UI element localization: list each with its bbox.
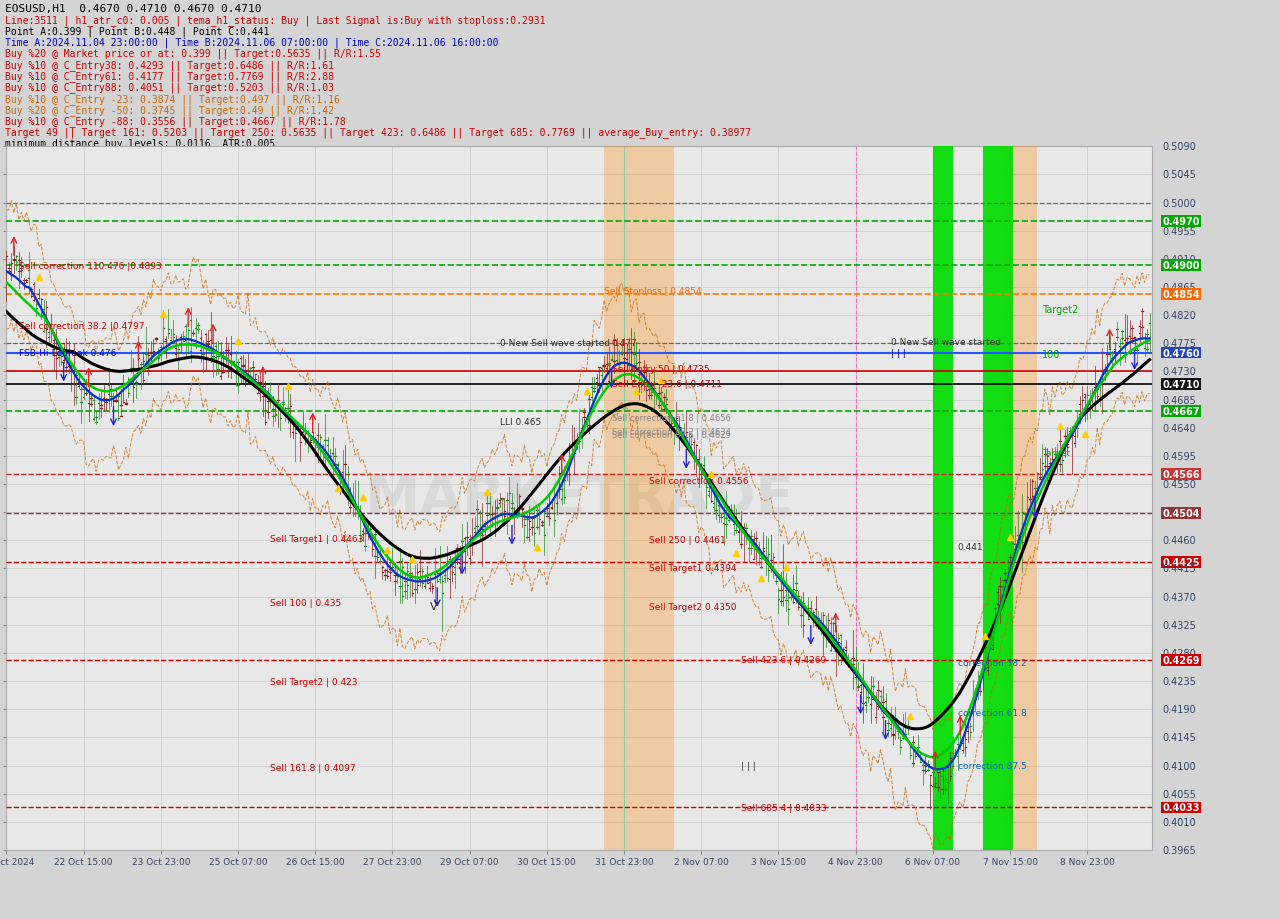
Text: 0.441: 0.441 — [957, 542, 983, 551]
Text: 0.5045: 0.5045 — [1162, 170, 1196, 180]
Text: 0.4865: 0.4865 — [1162, 283, 1196, 292]
Text: 0.4595: 0.4595 — [1162, 451, 1196, 461]
Text: 0 New Sell wave started: 0 New Sell wave started — [499, 339, 609, 347]
Text: Target: Target — [1042, 448, 1070, 458]
Text: 0.4775: 0.4775 — [1162, 339, 1197, 349]
Text: FSB-Hi-Lobreak 0.476: FSB-Hi-Lobreak 0.476 — [19, 349, 116, 357]
Text: 0.4710: 0.4710 — [1162, 380, 1199, 390]
Text: MARKETRADE: MARKETRADE — [365, 471, 794, 526]
Text: Buy %10 @ C_Entry61: 0.4177 || Target:0.7769 || R/R:2.88: Buy %10 @ C_Entry61: 0.4177 || Target:0.… — [5, 72, 334, 82]
Text: Sell Stoploss | 0.4854: Sell Stoploss | 0.4854 — [604, 287, 701, 295]
Text: 0.4955: 0.4955 — [1162, 226, 1196, 236]
Text: Buy %20 @ C_Entry -50: 0.3745 || Target:0.49 || R/R:1.42: Buy %20 @ C_Entry -50: 0.3745 || Target:… — [5, 105, 334, 116]
Text: Sell correction 38.2 |0.4797: Sell correction 38.2 |0.4797 — [19, 322, 145, 331]
Text: Line:3511 | h1_atr_c0: 0.005 | tema_h1_status: Buy | Last Signal is:Buy with sto: Line:3511 | h1_atr_c0: 0.005 | tema_h1_s… — [5, 16, 545, 27]
Text: 0.4325: 0.4325 — [1162, 620, 1196, 630]
Text: Sell correction 87.5 | 0.4629: Sell correction 87.5 | 0.4629 — [612, 431, 731, 439]
Text: Sell correction 0.4556: Sell correction 0.4556 — [649, 476, 749, 485]
Text: 100: 100 — [1042, 349, 1061, 359]
Text: Sell 100 | 0.435: Sell 100 | 0.435 — [270, 599, 342, 607]
Text: Sell correction 38.2 | 0.4634: Sell correction 38.2 | 0.4634 — [612, 427, 731, 437]
Text: 0.4460: 0.4460 — [1162, 536, 1196, 546]
Text: 0.4820: 0.4820 — [1162, 311, 1196, 321]
Text: Buy %10 @ C_Entry88: 0.4051 || Target:0.5203 || R/R:1.03: Buy %10 @ C_Entry88: 0.4051 || Target:0.… — [5, 83, 334, 93]
Text: 0.4033: 0.4033 — [1162, 802, 1199, 812]
Text: 0.4640: 0.4640 — [1162, 424, 1196, 433]
Text: 0.4269: 0.4269 — [1162, 655, 1199, 665]
Text: Sell Target1 0.4394: Sell Target1 0.4394 — [649, 563, 736, 573]
Text: 0.4055: 0.4055 — [1162, 789, 1196, 799]
Text: 0.4550: 0.4550 — [1162, 480, 1196, 490]
Text: 0.4854: 0.4854 — [1162, 289, 1199, 300]
Text: Sell 423.6 | 0.4269: Sell 423.6 | 0.4269 — [741, 655, 827, 664]
Text: 0.5000: 0.5000 — [1162, 199, 1196, 209]
Text: Target 49 || Target 161: 0.5203 || Target 250: 0.5635 || Target 423: 0.6486 || T: Target 49 || Target 161: 0.5203 || Targe… — [5, 127, 751, 138]
Text: V: V — [430, 601, 438, 611]
Text: 0.4910: 0.4910 — [1162, 255, 1196, 265]
Text: 0.4504: 0.4504 — [1162, 508, 1199, 518]
Text: | | |: | | | — [741, 761, 755, 770]
Bar — [604, 147, 673, 850]
Text: Sell 250 | 0.4461: Sell 250 | 0.4461 — [649, 536, 726, 545]
Text: Point A:0.399 | Point B:0.448 | Point C:0.441: Point A:0.399 | Point B:0.448 | Point C:… — [5, 27, 270, 37]
Text: Sell Target2 | 0.423: Sell Target2 | 0.423 — [270, 677, 358, 686]
Text: 0.4970: 0.4970 — [1162, 217, 1199, 227]
Text: correction 61.8: correction 61.8 — [957, 709, 1027, 717]
Bar — [1002, 147, 1038, 850]
Text: 0.5090: 0.5090 — [1162, 142, 1196, 152]
Text: Buy %10 @ C_Entry38: 0.4293 || Target:0.6486 || R/R:1.61: Buy %10 @ C_Entry38: 0.4293 || Target:0.… — [5, 60, 334, 71]
Text: 0.4415: 0.4415 — [1162, 564, 1196, 573]
Text: 0.4425: 0.4425 — [1162, 558, 1199, 568]
Text: 0.3965: 0.3965 — [1162, 845, 1196, 855]
Text: 0.4760: 0.4760 — [1162, 348, 1199, 358]
Text: 0.4235: 0.4235 — [1162, 676, 1196, 686]
Text: minimum_distance_buy_levels: 0.0116  ATR:0.005: minimum_distance_buy_levels: 0.0116 ATR:… — [5, 138, 275, 149]
Text: | | |: | | | — [891, 349, 905, 357]
Text: 0 New Sell wave started: 0 New Sell wave started — [891, 337, 1001, 346]
Text: 0.4730: 0.4730 — [1162, 367, 1196, 377]
Text: Sell correction 61.8 | 0.4656: Sell correction 61.8 | 0.4656 — [612, 414, 731, 423]
Text: Target2: Target2 — [1042, 304, 1079, 314]
Text: correction 87.5: correction 87.5 — [957, 761, 1027, 770]
Text: Sell Target2 0.4350: Sell Target2 0.4350 — [649, 602, 736, 611]
Text: EOSUSD,H1  0.4670 0.4710 0.4670 0.4710: EOSUSD,H1 0.4670 0.4710 0.4670 0.4710 — [5, 5, 261, 15]
Text: 0.4667: 0.4667 — [1162, 406, 1199, 416]
Text: 0.477: 0.477 — [612, 338, 637, 347]
Text: correction 38.2: correction 38.2 — [957, 658, 1027, 667]
Text: Sell Entry:50 | 0.4735: Sell Entry:50 | 0.4735 — [612, 365, 709, 373]
Text: Sell 685.4 | 0.4033: Sell 685.4 | 0.4033 — [741, 803, 827, 812]
Text: 0.4280: 0.4280 — [1162, 648, 1196, 658]
Text: 0.4190: 0.4190 — [1162, 705, 1196, 714]
Bar — [933, 147, 952, 850]
Text: 0.4566: 0.4566 — [1162, 470, 1199, 480]
Text: 0.4370: 0.4370 — [1162, 592, 1196, 602]
Text: LLI 0.465: LLI 0.465 — [499, 417, 540, 426]
Text: Sell correction 110.476 |0.4893: Sell correction 110.476 |0.4893 — [19, 261, 161, 270]
Text: Sell Entry -23.6 | 0.4711: Sell Entry -23.6 | 0.4711 — [612, 380, 722, 389]
Text: Time A:2024.11.04 23:00:00 | Time B:2024.11.06 07:00:00 | Time C:2024.11.06 16:0: Time A:2024.11.04 23:00:00 | Time B:2024… — [5, 38, 499, 48]
Bar — [983, 147, 1012, 850]
Text: Sell 161.8 | 0.4097: Sell 161.8 | 0.4097 — [270, 763, 356, 772]
Text: 0.4685: 0.4685 — [1162, 395, 1196, 405]
Text: Buy %20 @ Market price or at: 0.399 || Target:0.5635 || R/R:1.55: Buy %20 @ Market price or at: 0.399 || T… — [5, 49, 381, 60]
Text: 0.4100: 0.4100 — [1162, 761, 1196, 771]
Text: 0.4145: 0.4145 — [1162, 732, 1196, 743]
Text: Buy %10 @ C_Entry -88: 0.3556 || Target:0.4667 || R/R:1.78: Buy %10 @ C_Entry -88: 0.3556 || Target:… — [5, 116, 346, 127]
Text: 0.4010: 0.4010 — [1162, 817, 1196, 827]
Text: 0.4900: 0.4900 — [1162, 261, 1199, 271]
Text: Sell Target1 | 0.4463: Sell Target1 | 0.4463 — [270, 534, 364, 543]
Text: Buy %10 @ C_Entry -23: 0.3874 || Target:0.497 || R/R:1.16: Buy %10 @ C_Entry -23: 0.3874 || Target:… — [5, 94, 340, 105]
